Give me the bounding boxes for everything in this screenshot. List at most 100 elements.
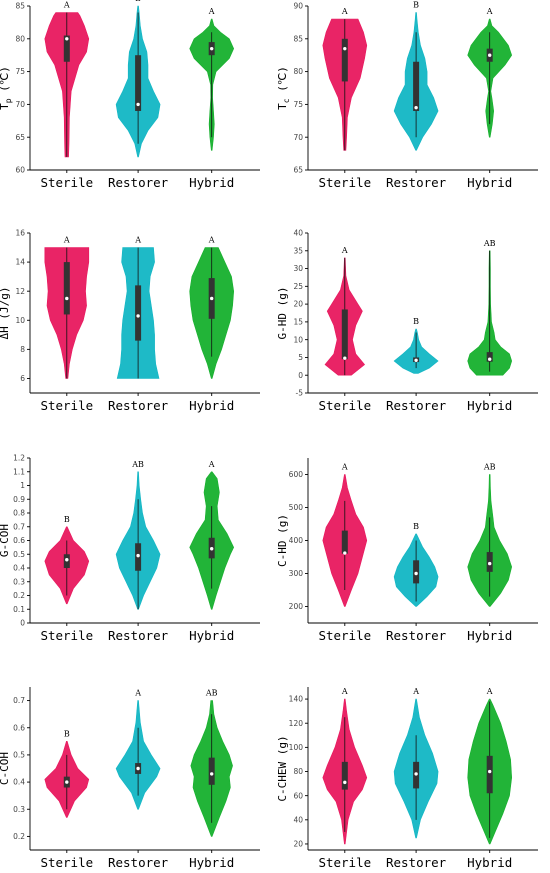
x-category-label: Restorer: [108, 398, 169, 413]
y-tick-label: 40: [293, 229, 303, 238]
y-tick-label: 20: [293, 300, 303, 309]
y-tick-label: 10: [293, 335, 303, 344]
iqr-box: [341, 530, 348, 554]
iqr-box: [135, 55, 142, 111]
y-axis-label: C-CHEW (g): [276, 735, 289, 801]
y-tick-label: 70: [15, 100, 25, 109]
median-marker: [488, 561, 492, 566]
y-tick-label: 60: [293, 791, 303, 800]
y-tick-label: 35: [293, 246, 303, 255]
y-tick-label: 0.7: [13, 522, 25, 531]
x-category-label: Restorer: [108, 628, 169, 643]
y-tick-label: 100: [289, 743, 304, 752]
x-category-label: Restorer: [386, 175, 447, 190]
significance-letter: A: [208, 460, 215, 469]
y-tick-label: 80: [293, 67, 303, 76]
median-marker: [210, 547, 214, 551]
y-tick-label: 90: [293, 2, 303, 11]
y-tick-label: 30: [293, 264, 303, 273]
significance-letter: B: [413, 522, 419, 531]
x-category-label: Hybrid: [467, 175, 512, 190]
iqr-box: [341, 38, 348, 82]
x-category-label: Sterile: [318, 175, 371, 190]
significance-letter: A: [341, 463, 348, 472]
y-axis-label: Tp (℃): [0, 66, 13, 110]
x-category-label: Hybrid: [467, 628, 512, 643]
median-marker: [488, 53, 492, 57]
x-category-label: Sterile: [40, 855, 93, 870]
y-tick-label: 1: [20, 481, 25, 490]
panel-8: 20 40 60 80 100 120 140 C-CHEW (g) Sterile A Resto…: [276, 687, 538, 870]
y-tick-label: 200: [289, 602, 304, 611]
y-tick-label: 0: [20, 619, 25, 628]
y-tick-label: 0.2: [13, 591, 25, 600]
median-marker: [210, 772, 214, 776]
y-tick-label: 400: [289, 536, 304, 545]
significance-letter: A: [134, 236, 141, 245]
x-category-label: Restorer: [386, 855, 447, 870]
x-category-label: Restorer: [386, 398, 447, 413]
y-tick-label: 12: [15, 287, 25, 296]
significance-letter: A: [486, 687, 493, 696]
y-tick-label: 0.4: [13, 564, 25, 573]
y-tick-label: 0.6: [13, 723, 25, 732]
y-tick-label: 16: [15, 229, 25, 238]
median-marker: [65, 780, 69, 784]
y-tick-label: 0: [298, 371, 303, 380]
y-tick-label: 140: [289, 695, 304, 704]
panel-1: 60 65 70 75 80 85 Tp (℃) Sterile A Restorer B Hybri…: [0, 0, 260, 190]
median-marker: [65, 296, 69, 301]
y-tick-label: 70: [293, 133, 303, 142]
y-tick-label: 0.9: [13, 495, 25, 504]
significance-letter: A: [63, 1, 70, 10]
median-marker: [414, 105, 418, 110]
y-tick-label: 20: [293, 840, 303, 849]
x-category-label: Sterile: [40, 398, 93, 413]
y-tick-label: 0.1: [13, 605, 25, 614]
y-tick-label: 0.3: [13, 577, 25, 586]
y-tick-label: 120: [289, 719, 304, 728]
y-tick-label: 40: [293, 815, 303, 824]
iqr-box: [341, 761, 348, 790]
y-tick-label: 65: [15, 133, 25, 142]
significance-letter: A: [134, 689, 141, 698]
y-tick-label: 0.5: [13, 550, 25, 559]
y-tick-label: 80: [293, 767, 303, 776]
y-axis-label: G-HD (g): [276, 287, 289, 340]
x-category-label: Sterile: [40, 628, 93, 643]
panel-7: 0.2 0.3 0.4 0.5 0.6 0.7 C-COH Sterile B Restorer A…: [0, 687, 260, 870]
y-tick-label: 0.8: [13, 509, 25, 518]
x-category-label: Sterile: [318, 628, 371, 643]
significance-letter: B: [413, 317, 419, 326]
median-marker: [136, 553, 140, 558]
y-tick-label: 0.6: [13, 536, 25, 545]
iqr-box: [135, 285, 142, 341]
y-tick-label: 85: [15, 2, 25, 11]
iqr-box: [486, 352, 493, 362]
median-marker: [65, 558, 69, 562]
iqr-box: [208, 757, 215, 785]
y-tick-label: 5: [298, 353, 303, 362]
y-axis-label: C-HD (g): [276, 514, 289, 567]
iqr-box: [413, 61, 420, 111]
panel-3: 6 8 10 12 14 16 ΔH (J/g) Sterile A Restorer A Hybri…: [0, 229, 260, 413]
iqr-box: [341, 309, 348, 360]
median-marker: [343, 780, 347, 785]
x-category-label: Hybrid: [189, 398, 234, 413]
x-category-label: Sterile: [318, 855, 371, 870]
y-tick-label: -5: [296, 389, 304, 398]
median-marker: [343, 551, 347, 555]
significance-letter: A: [341, 7, 348, 16]
y-tick-label: 600: [289, 470, 304, 479]
panel-4: -5 0 5 10 15 20 25 30 35 40 G-HD (g) Sterile A Restor…: [276, 229, 538, 413]
significance-letter: A: [63, 236, 70, 245]
iqr-box: [486, 755, 493, 794]
y-tick-label: 1.2: [13, 454, 25, 463]
significance-letter: B: [64, 729, 70, 738]
y-axis-label: Tc (℃): [276, 66, 291, 110]
significance-letter: AB: [205, 689, 218, 698]
median-marker: [136, 102, 140, 107]
y-axis-label: ΔH (J/g): [0, 287, 11, 340]
